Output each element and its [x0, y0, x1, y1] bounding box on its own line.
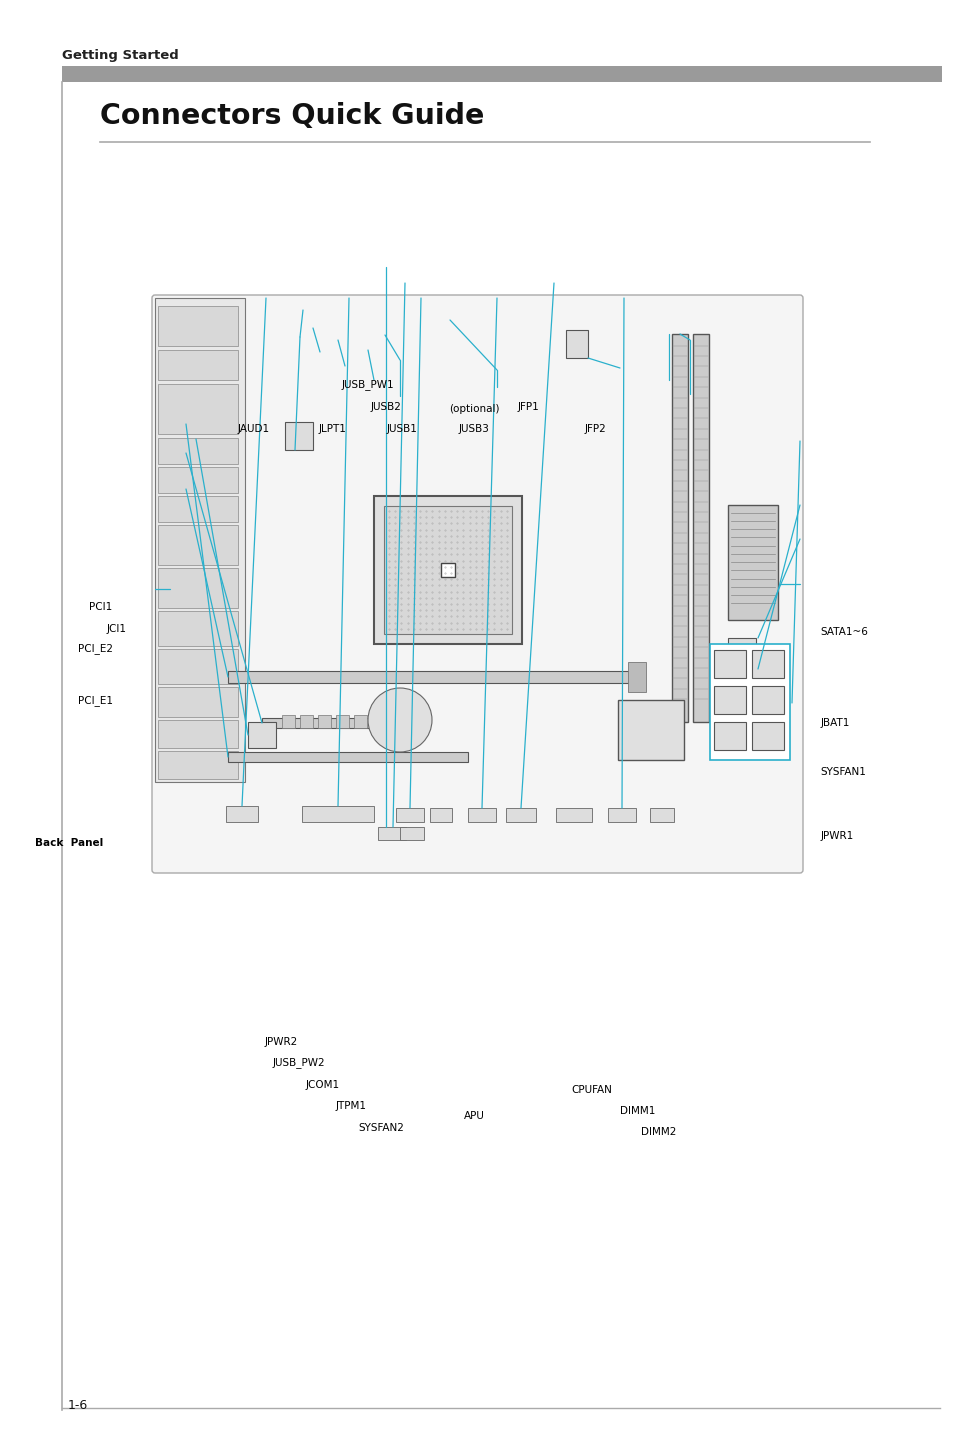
- Bar: [384, 505, 512, 634]
- Bar: [158, 467, 237, 493]
- Bar: [228, 752, 468, 762]
- Bar: [692, 334, 708, 722]
- Bar: [158, 720, 237, 748]
- Bar: [440, 563, 455, 577]
- Bar: [302, 806, 374, 822]
- Text: JUSB_PW1: JUSB_PW1: [341, 379, 395, 391]
- Text: CPUFAN: CPUFAN: [571, 1085, 611, 1095]
- Text: Connectors Quick Guide: Connectors Quick Guide: [100, 102, 484, 130]
- Bar: [335, 715, 349, 727]
- Bar: [627, 662, 645, 692]
- Bar: [226, 806, 257, 822]
- Bar: [158, 569, 237, 609]
- Text: JCI1: JCI1: [107, 624, 127, 633]
- Text: JUSB1: JUSB1: [386, 424, 416, 434]
- Bar: [154, 298, 245, 782]
- Text: JPWR2: JPWR2: [265, 1037, 297, 1047]
- Bar: [468, 808, 496, 822]
- Text: PCI1: PCI1: [90, 603, 112, 611]
- Text: APU: APU: [463, 1111, 484, 1121]
- Text: JAUD1: JAUD1: [237, 424, 270, 434]
- Bar: [158, 306, 237, 347]
- Bar: [399, 828, 423, 841]
- Bar: [395, 808, 423, 822]
- Text: DIMM2: DIMM2: [639, 1127, 676, 1137]
- Bar: [713, 722, 745, 750]
- Bar: [354, 715, 367, 727]
- Bar: [671, 334, 687, 722]
- Bar: [713, 686, 745, 715]
- Bar: [285, 422, 313, 450]
- Text: DIMM1: DIMM1: [618, 1107, 655, 1116]
- Text: PCI_E1: PCI_E1: [77, 695, 112, 706]
- Bar: [751, 686, 783, 715]
- Bar: [158, 750, 237, 779]
- Text: JFP2: JFP2: [584, 424, 605, 434]
- Circle shape: [368, 687, 432, 752]
- Bar: [607, 808, 636, 822]
- Bar: [282, 715, 294, 727]
- Bar: [727, 639, 755, 660]
- Bar: [374, 495, 521, 644]
- Text: JCOM1: JCOM1: [305, 1080, 339, 1090]
- Text: JUSB3: JUSB3: [458, 424, 489, 434]
- Bar: [565, 329, 587, 358]
- Text: Back  Panel: Back Panel: [34, 839, 103, 848]
- Text: JFP1: JFP1: [517, 402, 538, 412]
- Text: JPWR1: JPWR1: [820, 832, 853, 841]
- Bar: [377, 828, 406, 841]
- Bar: [62, 66, 941, 82]
- Bar: [618, 700, 683, 760]
- Text: SYSFAN2: SYSFAN2: [358, 1124, 404, 1133]
- Text: JTPM1: JTPM1: [335, 1101, 366, 1111]
- Bar: [317, 715, 331, 727]
- Bar: [158, 495, 237, 523]
- Bar: [158, 349, 237, 379]
- Text: SATA1~6: SATA1~6: [820, 627, 867, 636]
- Text: SYSFAN1: SYSFAN1: [820, 768, 865, 776]
- Bar: [751, 650, 783, 677]
- Bar: [158, 687, 237, 717]
- Text: JUSB2: JUSB2: [371, 402, 401, 412]
- Bar: [228, 672, 639, 683]
- Text: JLPT1: JLPT1: [318, 424, 347, 434]
- Bar: [158, 438, 237, 464]
- Bar: [649, 808, 673, 822]
- Text: JBAT1: JBAT1: [820, 719, 849, 727]
- Text: PCI_E2: PCI_E2: [77, 643, 112, 654]
- Bar: [751, 722, 783, 750]
- Bar: [727, 669, 755, 684]
- Bar: [556, 808, 592, 822]
- Bar: [505, 808, 536, 822]
- Bar: [727, 505, 778, 620]
- Bar: [158, 611, 237, 646]
- Text: (optional): (optional): [449, 404, 498, 414]
- Text: JUSB_PW2: JUSB_PW2: [272, 1057, 325, 1068]
- Bar: [262, 717, 392, 727]
- Bar: [299, 715, 313, 727]
- Bar: [158, 526, 237, 566]
- Text: 1-6: 1-6: [68, 1399, 89, 1412]
- Bar: [158, 384, 237, 434]
- FancyBboxPatch shape: [152, 295, 802, 874]
- Text: Getting Started: Getting Started: [62, 49, 178, 62]
- Bar: [158, 649, 237, 684]
- Bar: [430, 808, 452, 822]
- Bar: [248, 722, 275, 748]
- Bar: [713, 650, 745, 677]
- Bar: [709, 644, 789, 760]
